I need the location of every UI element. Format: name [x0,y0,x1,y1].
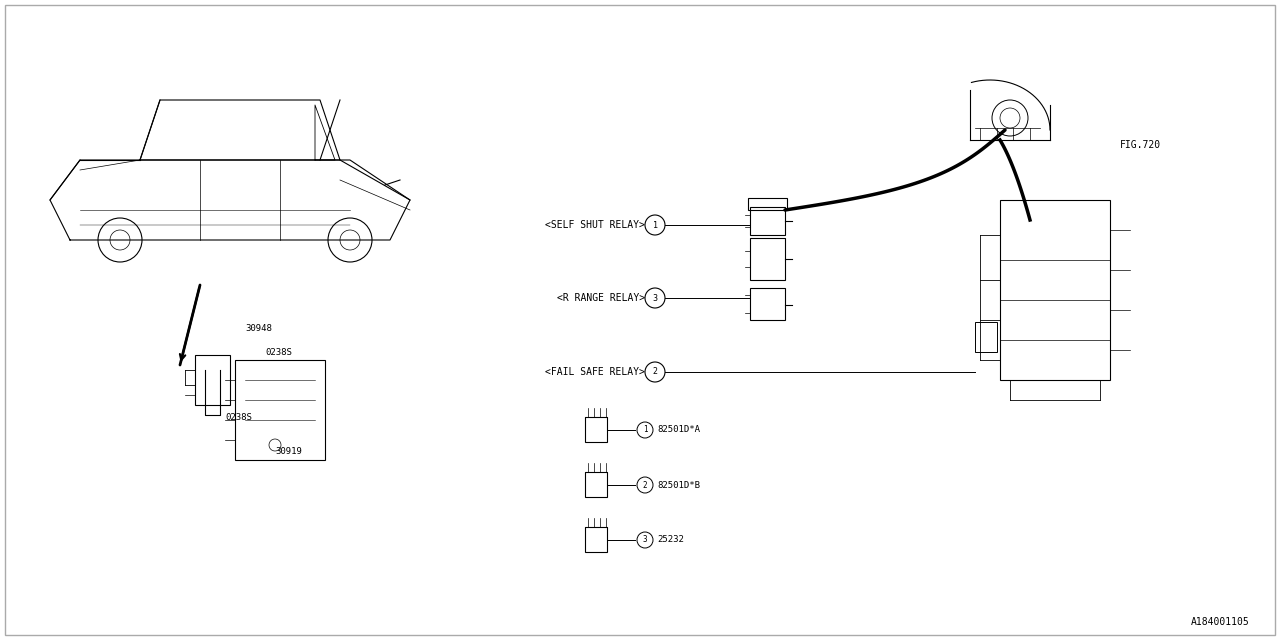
Text: 0238S: 0238S [225,413,252,422]
Text: FIG.720: FIG.720 [1120,140,1161,150]
Text: 30948: 30948 [244,323,271,333]
Text: 82501D*A: 82501D*A [657,426,700,435]
Text: 3: 3 [643,536,648,545]
Text: 2: 2 [653,367,658,376]
Text: 82501D*B: 82501D*B [657,481,700,490]
Text: <R RANGE RELAY>: <R RANGE RELAY> [557,293,645,303]
Text: 3: 3 [653,294,658,303]
Text: 30919: 30919 [275,447,302,456]
Text: 0238S: 0238S [265,348,292,356]
Text: 1: 1 [643,426,648,435]
Text: 1: 1 [653,221,658,230]
Text: A184001105: A184001105 [1192,617,1251,627]
Text: <SELF SHUT RELAY>: <SELF SHUT RELAY> [545,220,645,230]
Text: 25232: 25232 [657,536,684,545]
Text: <FAIL SAFE RELAY>: <FAIL SAFE RELAY> [545,367,645,377]
Text: 2: 2 [643,481,648,490]
